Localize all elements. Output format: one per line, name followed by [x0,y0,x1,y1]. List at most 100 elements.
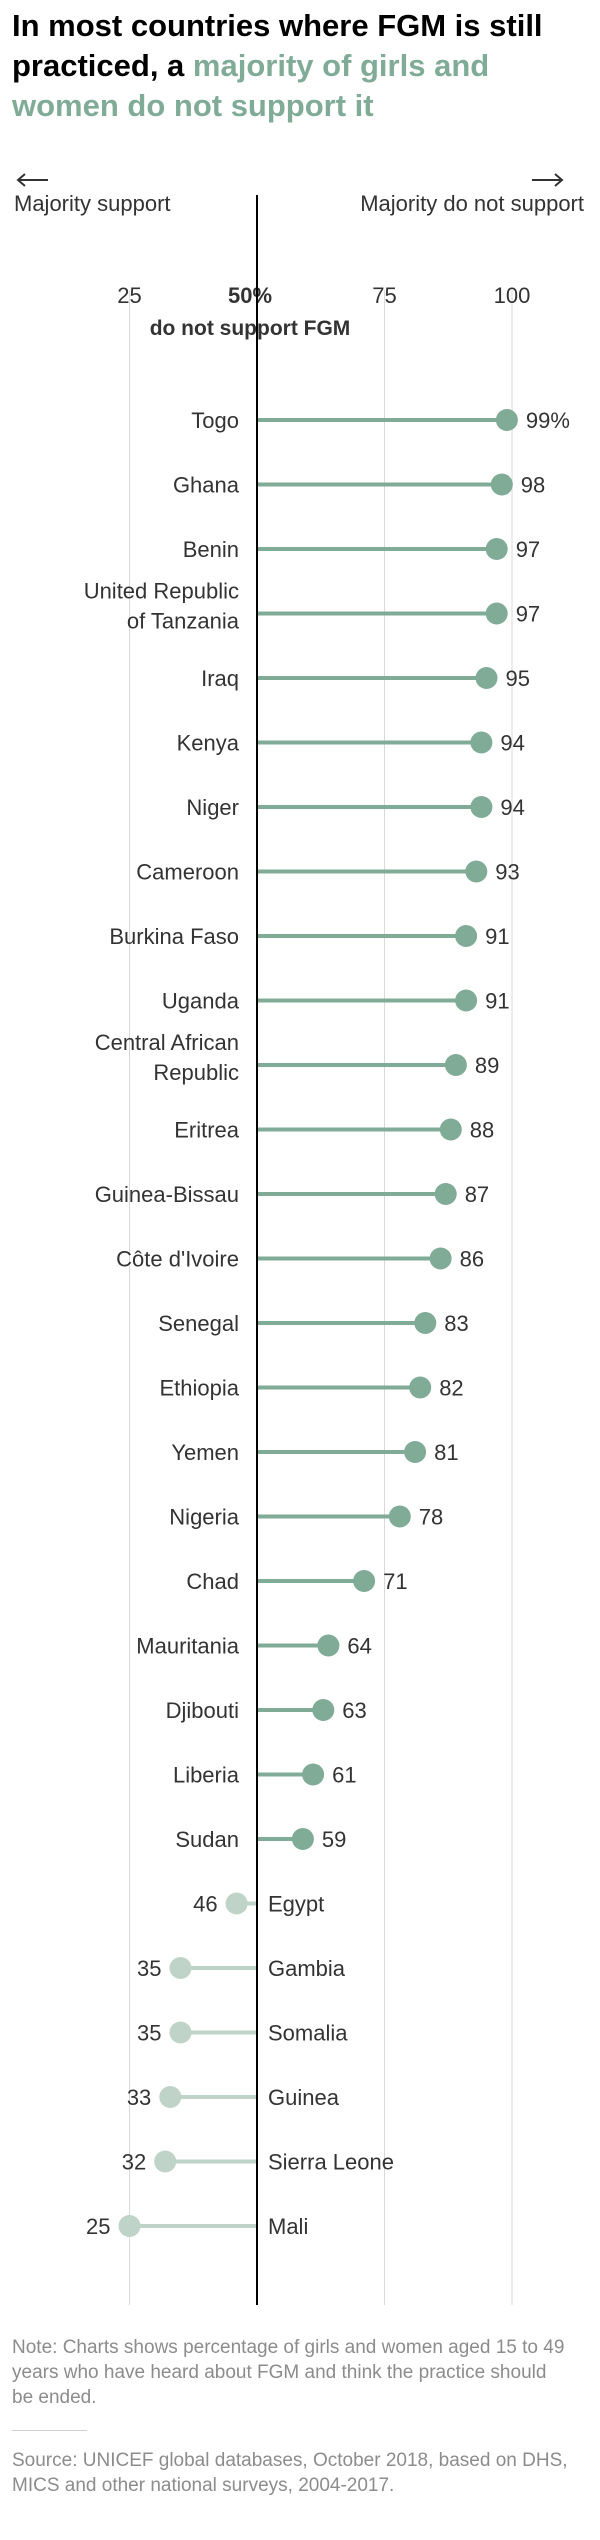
row-united-republic-of-tanzania: United Republic of Tanzania 97 [84,579,540,634]
row-burkina-faso: Burkina Faso 91 [109,924,509,949]
row-niger: Niger 94 [186,795,524,820]
row-ghana: Ghana 98 [173,473,545,498]
value-label-ethiopia: 82 [439,1376,463,1401]
row-c-te-d-ivoire: Côte d'Ivoire 86 [116,1247,484,1272]
row-egypt: Egypt 46 [193,1892,324,1917]
category-label-cameroon: Cameroon [136,860,239,885]
category-label-togo: Togo [191,408,239,433]
value-label-niger: 94 [500,795,524,820]
point-burkina-faso [455,925,478,947]
category-label-senegal: Senegal [158,1311,239,1336]
category-label-ethiopia: Ethiopia [159,1376,239,1401]
tick-label-50: 50% [228,283,272,308]
left-arrow-icon [16,173,48,187]
row-uganda: Uganda 91 [162,989,510,1014]
point-guinea [159,2086,182,2108]
chart-note: Note: Charts shows percentage of girls a… [12,2337,565,2408]
footer-divider [12,2430,87,2431]
value-label-chad: 71 [383,1569,407,1594]
point-c-te-d-ivoire [429,1247,452,1270]
value-label-liberia: 61 [332,1763,356,1788]
point-djibouti [312,1699,335,1721]
category-label-guinea-bissau: Guinea-Bissau [95,1182,239,1207]
category-label-ghana: Ghana [173,473,240,498]
category-label-mali: Mali [268,2214,308,2239]
point-iraq [475,667,498,689]
point-somalia [169,2021,192,2044]
tick-label-100: 100 [494,283,531,308]
value-label-mali: 25 [86,2214,110,2239]
row-guinea-bissau: Guinea-Bissau 87 [95,1182,489,1207]
point-togo [495,409,518,431]
row-sierra-leone: Sierra Leone 32 [122,2150,394,2175]
category-label-djibouti: Djibouti [166,1698,239,1723]
point-mali [118,2215,141,2237]
value-label-eritrea: 88 [470,1118,494,1143]
chart-title-lead: In most countries where FGM is still pra… [12,8,543,83]
row-guinea: Guinea 33 [127,2085,340,2110]
category-label-mauritania: Mauritania [136,1634,239,1659]
value-label-yemen: 81 [434,1440,458,1465]
value-label-togo: 99% [526,408,570,433]
row-kenya: Kenya 94 [177,731,525,756]
category-label-eritrea: Eritrea [174,1118,240,1143]
chart-title-highlight: majority of girls and women do not suppo… [12,48,490,123]
point-liberia [302,1763,325,1786]
tick-labels: 25 50% 75 100 [117,283,530,308]
row-yemen: Yemen 81 [171,1440,458,1465]
value-label-united-republic-of-tanzania: 97 [516,602,540,627]
category-label-benin: Benin [183,537,239,562]
value-label-djibouti: 63 [342,1698,366,1723]
row-ethiopia: Ethiopia 82 [159,1376,463,1401]
row-senegal: Senegal 83 [158,1311,469,1336]
category-label-nigeria: Nigeria [169,1505,239,1530]
majority-do-not-support-label: Majority do not support [360,191,584,216]
point-sierra-leone [154,2150,177,2173]
value-label-mauritania: 64 [347,1634,371,1659]
point-nigeria [388,1505,411,1528]
point-niger [470,796,493,818]
tick-label-75: 75 [372,283,396,308]
point-united-republic-of-tanzania [485,602,508,625]
chart-title: In most countries where FGM is still pra… [12,6,592,126]
value-label-sierra-leone: 32 [122,2150,146,2175]
category-label-sudan: Sudan [175,1827,239,1852]
row-cameroon: Cameroon 93 [136,860,520,885]
point-egypt [225,1892,248,1915]
category-label-central-african-republic: Central African Republic [95,1030,239,1085]
category-label-yemen: Yemen [171,1440,239,1465]
point-uganda [455,989,478,1012]
value-label-benin: 97 [516,537,540,562]
row-central-african-republic: Central African Republic 89 [95,1030,500,1085]
point-eritrea [439,1118,462,1141]
grid-lines [129,290,513,2305]
row-chad: Chad 71 [186,1569,407,1594]
value-label-senegal: 83 [444,1311,468,1336]
row-gambia: Gambia 35 [137,1956,346,1981]
value-label-kenya: 94 [500,731,524,756]
chart-source: Source: UNICEF global databases, October… [12,2450,568,2496]
category-label-sierra-leone: Sierra Leone [268,2150,394,2175]
row-djibouti: Djibouti 63 [166,1698,367,1723]
category-label-c-te-d-ivoire: Côte d'Ivoire [116,1247,239,1272]
point-mauritania [317,1634,340,1657]
value-label-egypt: 46 [193,1892,217,1917]
category-label-burkina-faso: Burkina Faso [109,924,239,949]
row-togo: Togo 99% [191,408,570,433]
value-label-uganda: 91 [485,989,509,1014]
tick-label-25: 25 [117,283,141,308]
point-ghana [490,473,513,496]
baseline-sublabel: do not support FGM [150,317,351,340]
category-label-niger: Niger [186,795,239,820]
category-label-egypt: Egypt [268,1892,324,1917]
value-label-nigeria: 78 [419,1505,443,1530]
right-arrow-icon [532,173,564,187]
row-mauritania: Mauritania 64 [136,1634,372,1659]
majority-support-label: Majority support [14,191,171,216]
value-label-guinea-bissau: 87 [465,1182,489,1207]
category-label-somalia: Somalia [268,2021,348,2046]
value-label-sudan: 59 [322,1827,346,1852]
value-label-guinea: 33 [127,2085,151,2110]
row-liberia: Liberia 61 [173,1763,357,1788]
